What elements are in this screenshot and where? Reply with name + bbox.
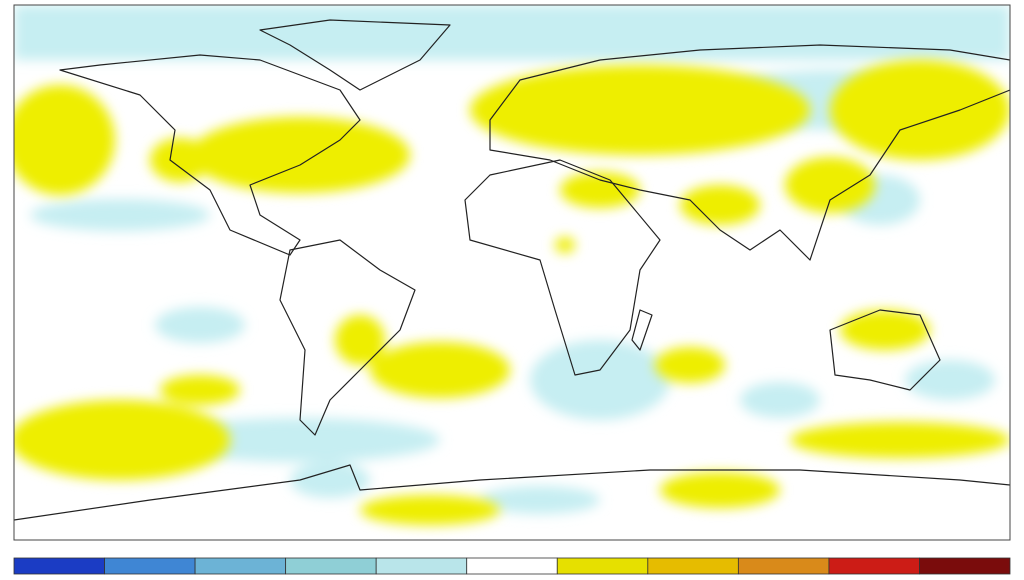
colorbar-segment [828, 557, 920, 575]
colorbar-segment [466, 557, 558, 575]
warm-anomalies [14, 60, 1010, 525]
colorbar-segment [13, 557, 105, 575]
colorbar-segment [375, 557, 468, 575]
colorbar-segment [556, 557, 649, 575]
colorbar-segment [194, 557, 287, 575]
colorbar-segment [737, 557, 830, 575]
colorbar-segment [647, 557, 739, 575]
coastlines [14, 19, 1010, 521]
anomaly-field [14, 5, 1010, 525]
colorbar [13, 557, 1011, 575]
colorbar-segment [285, 557, 377, 575]
colorbar-segment [104, 557, 196, 575]
colorbar-segment [919, 557, 1011, 575]
map-frame [13, 4, 1011, 541]
